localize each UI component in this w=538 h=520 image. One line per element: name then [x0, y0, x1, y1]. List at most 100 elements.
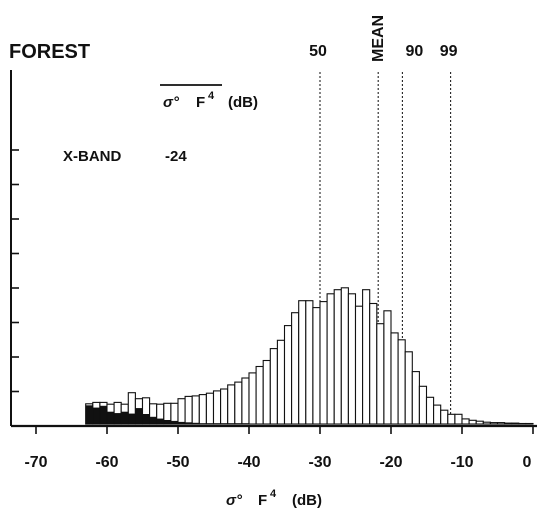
histogram-bar: [205, 392, 215, 425]
histogram-bar: [241, 377, 250, 425]
x-tick-label: -40: [237, 454, 260, 471]
x-axis-ticks: -70 -60 -50 -40 -30 -20 -10 0: [24, 426, 534, 471]
histogram-bar: [184, 395, 193, 425]
percentile-label: 99: [440, 43, 458, 60]
x-tick-label: -30: [308, 454, 331, 471]
histogram-bar-filled: [163, 419, 172, 425]
histogram-bar: [369, 302, 378, 425]
chart-title: FOREST: [9, 41, 90, 63]
histogram-bar-filled: [156, 418, 165, 425]
y-axis-ticks: [11, 149, 19, 393]
histogram-bar: [468, 419, 477, 425]
x-tick-label: -70: [24, 454, 47, 471]
x-tick-label: -60: [95, 454, 118, 471]
histogram-bar: [496, 422, 506, 425]
histogram-bar-filled: [92, 407, 101, 425]
histogram-bar: [220, 388, 229, 425]
histogram-bar-filled: [113, 413, 122, 425]
histogram-bar: [283, 325, 293, 425]
histogram-bar: [198, 394, 207, 425]
histogram-bar: [418, 385, 428, 425]
x-axis-label-exponent: 4: [270, 488, 277, 500]
histogram-bar: [475, 420, 484, 425]
histogram-bar: [212, 390, 222, 425]
histogram-bar: [340, 287, 349, 425]
histogram-bar: [433, 404, 442, 425]
x-axis-label-unit: (dB): [292, 492, 322, 509]
histogram-bar: [170, 402, 179, 425]
histogram-bar: [525, 422, 534, 425]
histogram-bar: [447, 413, 456, 425]
histogram-bar-filled: [206, 423, 214, 425]
histogram-bar-filled: [99, 405, 108, 425]
histogram-bar: [177, 398, 186, 425]
histogram-bar-filled: [135, 408, 143, 425]
histogram-bar: [354, 305, 364, 425]
x-axis-label: σ° F 4 (dB): [226, 488, 322, 509]
histogram-bar: [390, 332, 399, 425]
inner-label-term: F: [196, 94, 205, 111]
percentile-label: MEAN: [370, 15, 387, 62]
percentile-label: 90: [406, 43, 424, 60]
histogram-bar: [191, 395, 200, 425]
histogram-bar: [440, 409, 449, 425]
histogram-bar: [269, 348, 278, 425]
histogram-bar-filled: [128, 413, 136, 425]
histogram-bar: [489, 422, 499, 425]
histogram-bar: [227, 384, 236, 425]
histogram-bar-filled: [191, 422, 200, 425]
histogram-bar: [482, 421, 491, 425]
histogram-bar: [333, 289, 342, 425]
histogram-bar-filled: [234, 423, 243, 425]
histogram-bar: [262, 359, 271, 425]
band-label: X-BAND: [63, 148, 121, 165]
histogram-bar: [298, 300, 307, 425]
histogram-bar: [383, 310, 392, 425]
histogram-bar-filled: [170, 420, 179, 425]
percentile-label: 50: [309, 43, 327, 60]
axes: [10, 70, 537, 428]
histogram-bar: [312, 307, 321, 425]
histogram-bar: [397, 339, 406, 425]
histogram-bar: [291, 312, 300, 425]
histogram-bar: [454, 413, 463, 425]
histogram-bar: [404, 351, 413, 425]
histogram-bar: [305, 300, 314, 425]
histogram-bar: [326, 293, 335, 425]
histogram-bar-filled: [184, 422, 193, 425]
histogram-bar: [234, 381, 243, 425]
percentile-labels: 50 MEAN 90 99: [309, 15, 457, 62]
histogram-bar-filled: [106, 411, 115, 425]
x-tick-label: 0: [523, 454, 532, 471]
histogram-bar-filled: [149, 416, 158, 425]
histogram-bar-filled: [177, 421, 186, 425]
histogram-bar-filled: [220, 423, 229, 425]
histogram-bar: [362, 289, 371, 425]
histogram-bar-filled: [120, 411, 129, 425]
x-axis-label-symbol: σ°: [226, 492, 243, 509]
histogram-bar: [504, 422, 513, 425]
histogram-bar: [511, 422, 520, 425]
histogram-bar: [461, 418, 470, 425]
histogram-bar: [255, 365, 264, 425]
inner-label-unit: (dB): [228, 94, 258, 111]
x-tick-label: -10: [450, 454, 473, 471]
histogram-bar-filled: [199, 423, 207, 425]
histogram-bar: [347, 293, 357, 425]
x-tick-label: -50: [166, 454, 189, 471]
band-value: -24: [165, 148, 187, 165]
histogram-bar: [518, 422, 527, 425]
histogram-bar: [376, 323, 385, 425]
histogram-bar: [276, 339, 286, 425]
x-tick-label: -20: [379, 454, 402, 471]
inner-label-symbol: σ°: [163, 94, 180, 111]
histogram-bar-filled: [213, 423, 221, 425]
x-axis-label-term: F: [258, 492, 267, 509]
histogram-bar: [425, 396, 435, 425]
histogram-bar-filled: [85, 405, 94, 425]
histogram-bar-filled: [227, 423, 236, 425]
inner-label-exponent: 4: [208, 90, 215, 102]
histogram-bar: [319, 301, 328, 425]
histogram-bar: [411, 371, 420, 425]
